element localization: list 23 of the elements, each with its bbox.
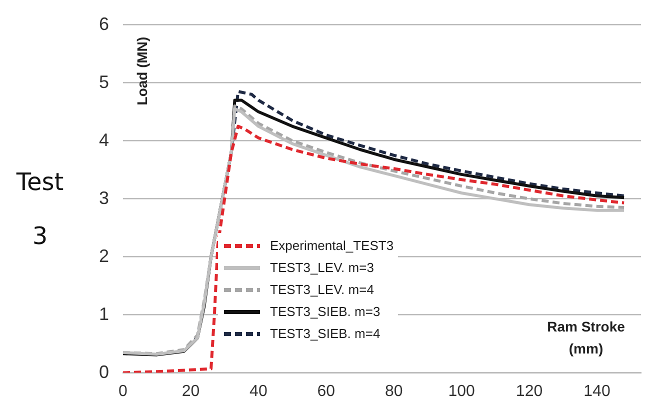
y-tick-label: 0 xyxy=(98,362,110,382)
legend-label: TEST3_LEV. m=3 xyxy=(270,260,374,276)
x-tick-label: 40 xyxy=(250,382,268,400)
x-tick-label: 120 xyxy=(516,382,543,400)
text: Test 3 xyxy=(15,167,65,252)
y-tick-label: 4 xyxy=(98,130,110,150)
y-tick-label: 2 xyxy=(98,246,110,266)
x-axis-title: Ram Stroke (mm) xyxy=(547,318,626,357)
x-tick-label: 100 xyxy=(448,382,476,400)
y-tick-label: 3 xyxy=(98,188,110,208)
legend-label: TEST3_SIEB. m=3 xyxy=(270,304,380,320)
y-tick-label: 5 xyxy=(98,72,110,92)
x-tick-label: 20 xyxy=(182,382,200,400)
y-tick-label: 1 xyxy=(98,304,110,324)
legend-label: TEST3_SIEB. m=4 xyxy=(270,326,380,342)
y-axis-title: Load (MN) xyxy=(134,36,150,106)
x-tick-label: 0 xyxy=(118,382,128,400)
legend-label: Experimental_TEST3 xyxy=(270,238,394,254)
legend-label: TEST3_LEV. m=4 xyxy=(270,282,374,298)
x-tick-label: 140 xyxy=(584,382,610,400)
x-tick-label: 60 xyxy=(317,382,336,400)
y-tick-label: 6 xyxy=(98,14,110,34)
x-tick-label: 80 xyxy=(384,382,403,400)
